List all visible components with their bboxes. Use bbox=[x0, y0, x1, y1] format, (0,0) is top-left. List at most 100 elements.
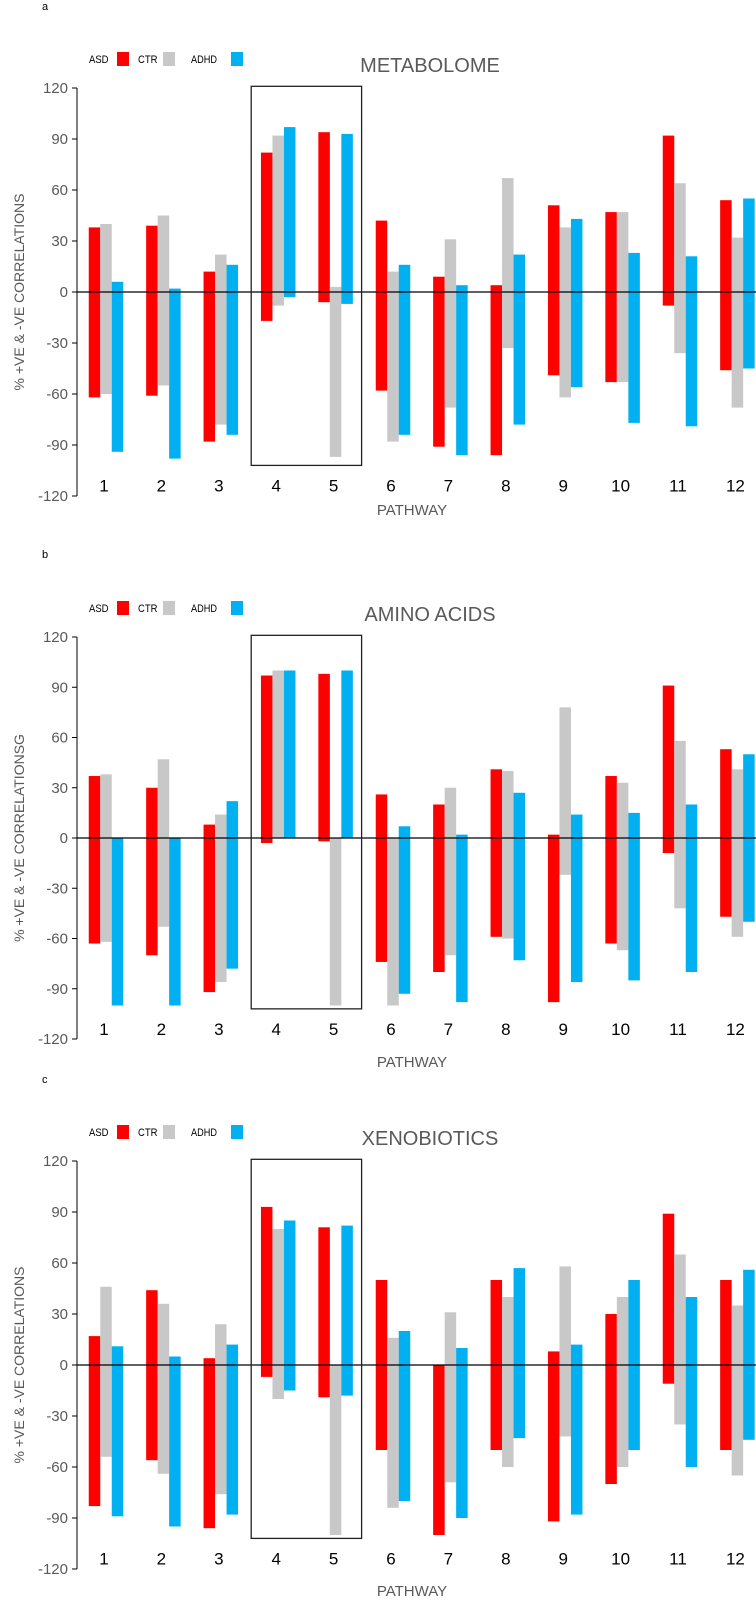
y-tick-label: 90 bbox=[51, 131, 68, 148]
bar-asd-pathway-7 bbox=[433, 804, 445, 972]
bar-asd-pathway-8 bbox=[490, 769, 503, 937]
y-tick-label: 120 bbox=[43, 629, 68, 646]
x-tick-label: 10 bbox=[611, 1549, 630, 1568]
y-tick-label: -60 bbox=[46, 931, 68, 948]
x-tick-label: 9 bbox=[558, 1020, 567, 1039]
legend: ASD CTR ADHD bbox=[89, 1125, 243, 1139]
panel-label: c bbox=[42, 1074, 48, 1086]
y-tick-label: 30 bbox=[51, 1306, 68, 1323]
bar-adhd-pathway-12 bbox=[743, 1269, 755, 1440]
bar-ctr-pathway-9 bbox=[559, 1266, 571, 1437]
bar-ctr-pathway-11 bbox=[674, 1254, 686, 1425]
bar-ctr-pathway-8 bbox=[502, 178, 514, 349]
panel-label: a bbox=[42, 1, 49, 13]
x-tick-label: 6 bbox=[386, 1020, 395, 1039]
bar-ctr-pathway-11 bbox=[674, 183, 686, 354]
bar-ctr-pathway-10 bbox=[616, 1297, 629, 1467]
x-tick-label: 4 bbox=[271, 476, 280, 495]
x-tick-label: 7 bbox=[444, 476, 453, 495]
bar-asd-pathway-9 bbox=[547, 834, 560, 1003]
y-tick-label: 0 bbox=[60, 830, 68, 847]
bar-ctr-pathway-4 bbox=[272, 1229, 284, 1399]
bar-ctr-pathway-8 bbox=[502, 1297, 514, 1467]
bar-adhd-pathway-8 bbox=[513, 254, 526, 425]
bar-ctr-pathway-3 bbox=[215, 254, 227, 425]
y-axis-label: % +VE & -VE CORRELATIONS bbox=[11, 194, 27, 391]
bar-asd-pathway-1 bbox=[88, 1336, 101, 1507]
bar-asd-pathway-6 bbox=[375, 794, 388, 962]
legend-label-asd: ASD bbox=[89, 603, 109, 615]
legend-label-asd: ASD bbox=[89, 54, 109, 66]
x-tick-label: 5 bbox=[329, 1549, 338, 1568]
bar-ctr-pathway-8 bbox=[502, 771, 514, 939]
x-tick-label: 3 bbox=[214, 476, 223, 495]
y-tick-label: -120 bbox=[38, 1561, 68, 1578]
bar-ctr-pathway-10 bbox=[616, 212, 629, 383]
legend-swatch-asd bbox=[117, 52, 129, 66]
x-tick-label: 4 bbox=[271, 1020, 280, 1039]
bar-ctr-pathway-6 bbox=[387, 838, 399, 1006]
bar-ctr-pathway-2 bbox=[157, 759, 170, 927]
bar-ctr-pathway-7 bbox=[444, 239, 457, 408]
x-tick-label: 7 bbox=[444, 1549, 453, 1568]
y-tick-label: 90 bbox=[51, 1204, 68, 1221]
x-tick-label: 5 bbox=[329, 1020, 338, 1039]
bar-ctr-pathway-10 bbox=[616, 782, 629, 951]
bar-adhd-pathway-9 bbox=[570, 814, 583, 983]
bar-asd-pathway-6 bbox=[375, 220, 388, 391]
bar-adhd-pathway-7 bbox=[456, 834, 468, 1003]
highlight-box bbox=[250, 1158, 363, 1540]
legend-label-ctr: CTR bbox=[138, 603, 158, 615]
bar-ctr-pathway-5 bbox=[329, 286, 342, 457]
bar-adhd-pathway-2 bbox=[169, 1356, 181, 1527]
y-tick-label: 30 bbox=[51, 233, 68, 250]
highlight-box bbox=[250, 634, 363, 1010]
bar-adhd-pathway-2 bbox=[169, 838, 181, 1006]
bar-adhd-pathway-7 bbox=[456, 1348, 468, 1518]
legend: ASD CTR ADHD bbox=[89, 52, 243, 66]
x-tick-label: 12 bbox=[726, 476, 745, 495]
x-tick-label: 9 bbox=[558, 476, 567, 495]
y-tick-label: -90 bbox=[46, 981, 68, 998]
y-axis-label: % +VE & -VE CORRELATIONS bbox=[11, 1267, 27, 1464]
bar-asd-pathway-7 bbox=[433, 1365, 445, 1535]
bar-adhd-pathway-5 bbox=[341, 670, 353, 838]
bar-adhd-pathway-6 bbox=[398, 1331, 411, 1501]
bar-ctr-pathway-12 bbox=[731, 237, 744, 408]
y-tick-label: -60 bbox=[46, 1459, 68, 1476]
bar-adhd-pathway-11 bbox=[685, 1297, 698, 1467]
legend-swatch-ctr bbox=[163, 52, 175, 66]
legend-swatch-ctr bbox=[163, 601, 175, 615]
highlight-box bbox=[250, 85, 363, 467]
bar-asd-pathway-10 bbox=[605, 212, 617, 383]
bar-asd-pathway-3 bbox=[203, 824, 216, 993]
bar-ctr-pathway-7 bbox=[444, 1312, 457, 1483]
x-tick-label: 1 bbox=[99, 1549, 108, 1568]
x-axis-label: PATHWAY bbox=[377, 1583, 447, 1600]
y-tick-label: 30 bbox=[51, 780, 68, 797]
bar-asd-pathway-9 bbox=[547, 205, 560, 376]
x-tick-label: 8 bbox=[501, 1549, 510, 1568]
bar-asd-pathway-4 bbox=[260, 675, 273, 844]
chart-title: AMINO ACIDS bbox=[364, 604, 495, 626]
bar-asd-pathway-3 bbox=[203, 1358, 216, 1529]
bar-adhd-pathway-3 bbox=[226, 1344, 239, 1515]
y-tick-label: -90 bbox=[46, 437, 68, 454]
bar-adhd-pathway-9 bbox=[570, 1344, 583, 1515]
y-tick-label: 90 bbox=[51, 679, 68, 696]
x-tick-label: 8 bbox=[501, 1020, 510, 1039]
y-tick-label: 60 bbox=[51, 1255, 68, 1272]
y-axis-label: % +VE & -VE CORRELATIONSG bbox=[11, 734, 27, 942]
bar-adhd-pathway-8 bbox=[513, 1268, 526, 1439]
x-tick-label: 6 bbox=[386, 1549, 395, 1568]
x-tick-label: 11 bbox=[669, 1549, 687, 1568]
legend-swatch-ctr bbox=[163, 1125, 175, 1139]
x-tick-label: 9 bbox=[558, 1549, 567, 1568]
y-tick-label: -30 bbox=[46, 880, 68, 897]
bar-adhd-pathway-2 bbox=[169, 288, 181, 459]
y-tick-label: -60 bbox=[46, 386, 68, 403]
y-tick-label: -90 bbox=[46, 1510, 68, 1527]
bar-adhd-pathway-11 bbox=[685, 256, 698, 427]
bar-asd-pathway-10 bbox=[605, 1314, 617, 1484]
